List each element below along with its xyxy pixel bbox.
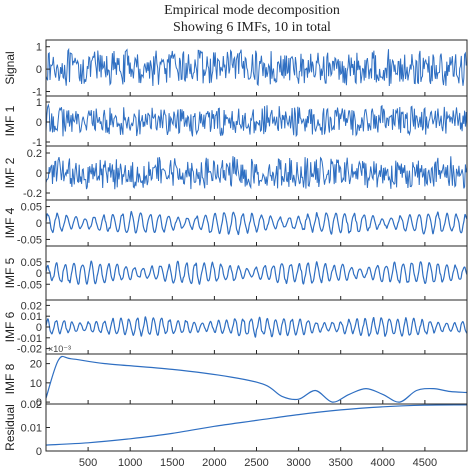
series-line — [46, 47, 467, 87]
panel-y-label: IMF 2 — [3, 157, 17, 188]
y-tick-label: 0.05 — [21, 257, 42, 269]
y-tick-label: 0.02 — [21, 300, 42, 312]
panel-y-label: IMF 6 — [3, 311, 17, 342]
y-tick-label: -0.05 — [17, 279, 42, 291]
panel-frame — [45, 245, 468, 301]
y-tick-label: 1 — [36, 97, 42, 109]
x-tick-label: 3000 — [286, 457, 310, 469]
y-tick-label: 0.01 — [21, 311, 42, 323]
y-tick-label: 20 — [30, 359, 42, 371]
x-tick-label: 2500 — [244, 457, 268, 469]
series-line — [46, 103, 467, 138]
panel-y-label: IMF 8 — [3, 363, 17, 394]
panel-y-label: Signal — [3, 51, 17, 84]
panel-residual: 0.02 0.01 0 Residual — [3, 399, 468, 458]
panel-frame — [45, 353, 468, 405]
series-line — [46, 355, 467, 403]
chart-title: Empirical mode decomposition — [164, 3, 340, 18]
series-line — [46, 210, 467, 236]
x-tick-label: 1500 — [160, 457, 184, 469]
y-tick-label: -0.05 — [17, 234, 42, 246]
panel-frame — [45, 199, 468, 247]
y-tick-label: 1 — [36, 42, 42, 54]
panel-y-label: IMF 5 — [3, 257, 17, 288]
y-tick-label: 0.2 — [27, 148, 42, 160]
panel-imf-1: 1 0 -1 IMF 1 — [3, 95, 468, 149]
y-tick-label: 0 — [36, 322, 42, 334]
y-exponent: ×10⁻³ — [48, 344, 71, 354]
x-axis: 500 1000 1500 2000 2500 3000 3500 4000 4500 — [79, 457, 437, 469]
panel-y-label: Residual — [3, 404, 17, 451]
panel-imf-2: 0.2 0 -0.2 IMF 2 — [3, 145, 468, 201]
y-tick-label: 0.01 — [21, 423, 42, 435]
x-tick-label: 3500 — [328, 457, 352, 469]
chart-subtitle: Showing 6 IMFs, 10 in total — [173, 20, 331, 35]
y-tick-label: 0 — [36, 218, 42, 230]
x-tick-label: 500 — [79, 457, 97, 469]
y-tick-label: 0.02 — [21, 399, 42, 411]
x-tick-label: 4500 — [413, 457, 437, 469]
y-tick-label: -1 — [32, 137, 42, 149]
x-tick-label: 4000 — [371, 457, 395, 469]
x-tick-label: 1000 — [118, 457, 142, 469]
series-line — [46, 316, 467, 338]
y-tick-label: -0.01 — [17, 333, 42, 345]
y-tick-label: -0.02 — [17, 344, 42, 356]
y-tick-label: 10 — [30, 378, 42, 390]
series-line — [46, 404, 467, 446]
panel-imf-8: 20 10 0 IMF 8 ×10⁻³ — [3, 344, 468, 409]
y-tick-label: 0 — [36, 64, 42, 76]
y-tick-label: -0.2 — [23, 188, 42, 200]
panel-y-label: IMF 4 — [3, 207, 17, 238]
y-tick-label: 0 — [36, 397, 42, 409]
series-line — [46, 156, 467, 190]
panel-frame — [45, 403, 468, 452]
y-tick-label: 0 — [36, 268, 42, 280]
y-tick-label: 0.05 — [21, 202, 42, 214]
panel-signal: 1 0 -1 Signal — [3, 39, 468, 99]
series-line — [46, 260, 467, 285]
x-tick-label: 2000 — [202, 457, 226, 469]
y-tick-label: 0 — [36, 117, 42, 129]
y-tick-label: 0 — [36, 446, 42, 458]
panel-y-label: IMF 1 — [3, 105, 17, 136]
y-tick-label: -1 — [32, 87, 42, 99]
y-tick-label: 0 — [36, 168, 42, 180]
